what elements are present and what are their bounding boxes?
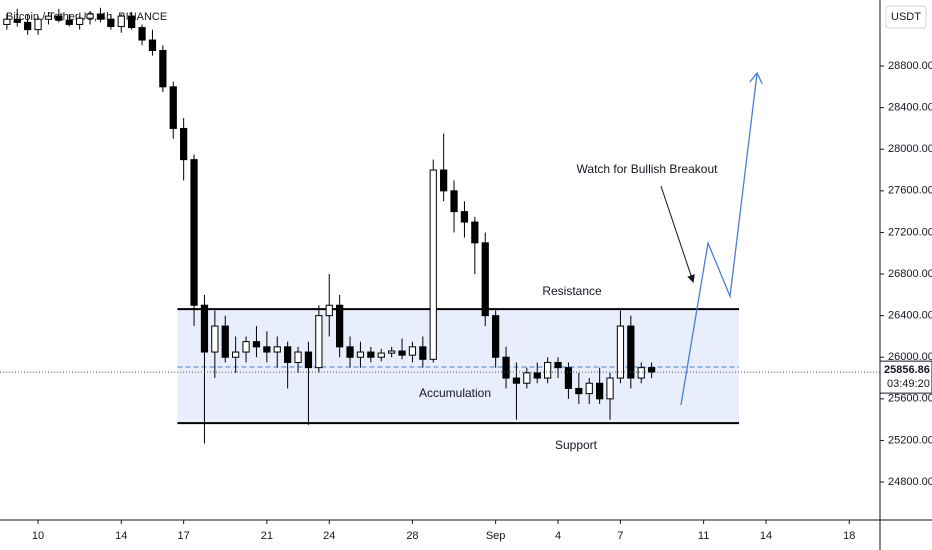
y-tick-label: 27600.00 bbox=[888, 185, 932, 197]
candle-body bbox=[596, 382, 604, 400]
last-price-label: 25856.86 bbox=[884, 364, 930, 376]
annotation: Support bbox=[555, 438, 598, 452]
candle-body bbox=[575, 387, 583, 395]
x-tick-label: 11 bbox=[698, 530, 709, 542]
candle-body bbox=[252, 341, 261, 348]
candle-body bbox=[492, 315, 500, 358]
candle-body bbox=[460, 211, 469, 223]
candle-body bbox=[284, 346, 292, 363]
candle-body bbox=[263, 346, 271, 353]
candle-body bbox=[76, 17, 84, 25]
candle-body bbox=[336, 304, 344, 348]
candle-body bbox=[190, 159, 198, 306]
candle-body bbox=[544, 361, 552, 379]
candle-body bbox=[627, 325, 635, 379]
candle-body bbox=[211, 325, 219, 353]
candle-body bbox=[564, 367, 573, 389]
candle-body bbox=[471, 221, 479, 244]
candle-body bbox=[356, 351, 365, 358]
x-tick-label: Sep bbox=[486, 530, 506, 542]
x-tick-label: 28 bbox=[406, 530, 418, 542]
candle-body bbox=[138, 27, 146, 41]
candle-body bbox=[325, 304, 333, 317]
candle-body bbox=[200, 304, 209, 353]
y-tick-label: 25600.00 bbox=[888, 393, 932, 405]
countdown: 03:49:20 bbox=[887, 378, 930, 390]
candle-body bbox=[44, 15, 53, 20]
candle-body bbox=[367, 351, 375, 358]
x-tick-label: 7 bbox=[617, 530, 623, 542]
annotation: Watch for Bullish Breakout bbox=[577, 162, 719, 176]
candle-body bbox=[107, 18, 115, 28]
candle-body bbox=[637, 367, 645, 379]
x-tick-label: 24 bbox=[323, 530, 335, 542]
accumulation-zone bbox=[177, 309, 739, 424]
candle-body bbox=[273, 346, 281, 353]
candle-body bbox=[450, 190, 458, 213]
y-tick-label: 24800.00 bbox=[888, 476, 932, 488]
currency: USDT bbox=[891, 11, 921, 23]
candle-body bbox=[554, 361, 562, 369]
candle-body bbox=[388, 350, 396, 354]
candle-body bbox=[648, 367, 656, 373]
candle-body bbox=[159, 49, 167, 88]
candle-body bbox=[512, 377, 521, 384]
annotation-arrow bbox=[660, 185, 695, 283]
candle-body bbox=[481, 242, 489, 317]
candle-body bbox=[117, 15, 125, 28]
candle-body bbox=[523, 372, 531, 384]
candle-body bbox=[533, 372, 541, 379]
candle-body bbox=[13, 18, 21, 23]
annotation: Resistance bbox=[542, 284, 602, 298]
candle-body bbox=[304, 351, 313, 369]
x-tick-label: 18 bbox=[843, 530, 855, 542]
candle-body bbox=[315, 315, 323, 369]
x-tick-label: 21 bbox=[261, 530, 273, 542]
candle-body bbox=[616, 325, 625, 379]
x-tick-label: 17 bbox=[178, 530, 190, 542]
x-tick-label: 14 bbox=[760, 530, 772, 542]
projection-line bbox=[680, 73, 757, 406]
currency-box[interactable] bbox=[885, 5, 927, 29]
candle-body bbox=[221, 325, 229, 358]
candle-body bbox=[232, 351, 240, 358]
candle-body bbox=[34, 18, 42, 31]
candle-body bbox=[65, 19, 73, 25]
x-tick-label: 14 bbox=[115, 530, 127, 542]
candle-body bbox=[169, 86, 177, 129]
candle-body bbox=[148, 39, 157, 51]
candle-body bbox=[606, 377, 614, 400]
candle-body bbox=[502, 356, 510, 379]
candle-body bbox=[585, 382, 593, 395]
candle-body bbox=[3, 18, 11, 25]
candle-body bbox=[408, 346, 417, 356]
candle-body bbox=[346, 346, 354, 358]
candle-body bbox=[440, 169, 448, 192]
x-tick-label: 10 bbox=[32, 530, 44, 542]
y-tick-label: 28800.00 bbox=[888, 60, 932, 72]
candle-body bbox=[128, 15, 136, 29]
candle-body bbox=[398, 350, 406, 356]
candle-body bbox=[55, 15, 63, 21]
x-tick-label: 4 bbox=[555, 530, 561, 542]
y-tick-label: 26800.00 bbox=[888, 268, 932, 280]
y-tick-label: 26000.00 bbox=[888, 351, 932, 363]
y-tick-label: 28000.00 bbox=[888, 143, 932, 155]
candle-body bbox=[419, 346, 427, 360]
candle-body bbox=[86, 13, 94, 19]
candle-body bbox=[180, 127, 188, 161]
candle-body bbox=[24, 21, 32, 31]
y-tick-label: 27200.00 bbox=[888, 226, 932, 238]
y-tick-label: 25200.00 bbox=[888, 434, 932, 446]
candle-body bbox=[242, 341, 250, 353]
last-price-box bbox=[879, 360, 932, 394]
candle-body bbox=[429, 169, 437, 360]
annotation: Accumulation bbox=[419, 386, 491, 400]
candle-body bbox=[377, 352, 385, 358]
candle-body bbox=[294, 351, 302, 363]
y-tick-label: 26400.00 bbox=[888, 310, 932, 322]
candle-body bbox=[96, 13, 105, 20]
y-tick-label: 28400.00 bbox=[888, 102, 932, 114]
